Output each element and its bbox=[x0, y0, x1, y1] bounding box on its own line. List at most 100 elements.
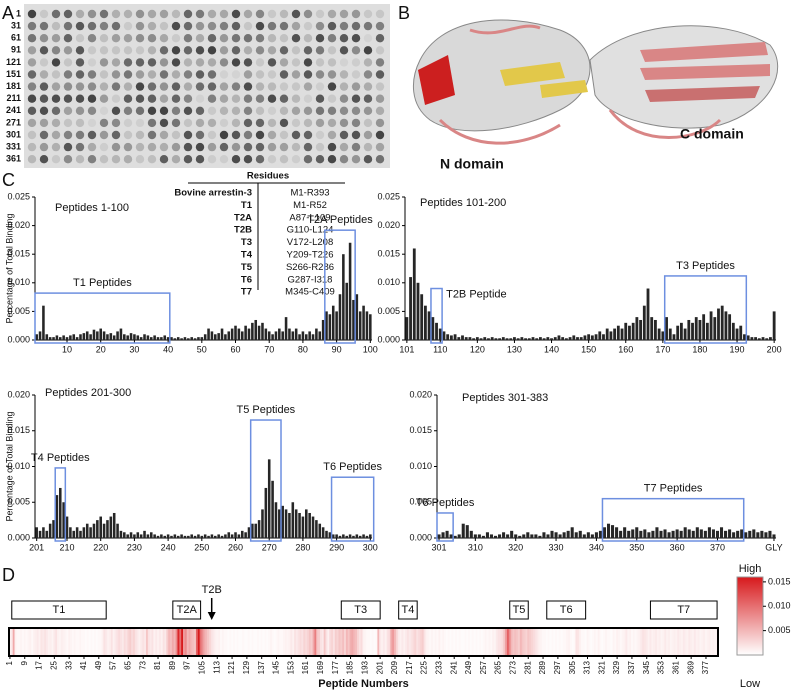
x-tick-label: 281 bbox=[523, 660, 532, 674]
bar bbox=[647, 532, 651, 538]
heat-cell bbox=[412, 628, 415, 656]
bar bbox=[109, 333, 113, 340]
chart-title: Peptides 301-383 bbox=[462, 392, 548, 404]
heat-cell bbox=[368, 628, 371, 656]
heat-cell bbox=[421, 628, 424, 656]
blot-spot bbox=[279, 46, 289, 55]
bar bbox=[423, 305, 427, 340]
heat-cell bbox=[86, 628, 89, 656]
bar bbox=[691, 322, 694, 340]
bar bbox=[136, 335, 140, 340]
heat-cell bbox=[499, 628, 502, 656]
blot-spot bbox=[147, 34, 157, 43]
bar bbox=[254, 523, 258, 538]
heat-cell bbox=[134, 628, 138, 656]
x-tick-label: 121 bbox=[227, 660, 236, 674]
bar bbox=[284, 509, 288, 538]
heat-cell bbox=[618, 628, 621, 656]
blot-spot bbox=[303, 34, 313, 43]
blot-spot bbox=[135, 106, 145, 116]
blot-spot bbox=[267, 106, 277, 116]
bar bbox=[705, 322, 709, 340]
bar bbox=[358, 311, 362, 340]
residue-table: Residues Bovine arrestin-3 M1-R393 T1 M1-R5… bbox=[174, 171, 345, 298]
y-tick-label: 0.000 bbox=[7, 532, 30, 542]
blot-spot bbox=[267, 70, 277, 79]
blot-spot bbox=[291, 46, 301, 55]
bar bbox=[274, 331, 278, 340]
bar bbox=[133, 534, 136, 538]
heat-cell bbox=[551, 628, 554, 656]
bar bbox=[445, 530, 449, 538]
heat-cell bbox=[432, 628, 436, 656]
blot bbox=[27, 9, 385, 164]
y-tick-label: 0.010 bbox=[7, 277, 30, 287]
heat-cell bbox=[153, 628, 156, 656]
region-label: T3 bbox=[354, 604, 367, 616]
blot-spot bbox=[123, 118, 133, 128]
bar bbox=[96, 331, 99, 340]
heat-cell bbox=[703, 628, 706, 656]
blot-spot bbox=[303, 58, 313, 67]
x-tick-label: 110 bbox=[433, 344, 447, 354]
bar bbox=[75, 527, 79, 538]
bar bbox=[143, 334, 146, 340]
y-tick-label: 0.005 bbox=[409, 497, 432, 507]
x-tick-label: 60 bbox=[231, 344, 241, 354]
heat-cell bbox=[375, 628, 378, 656]
blot-spot bbox=[171, 70, 181, 79]
blot-spot bbox=[231, 106, 241, 116]
bar bbox=[472, 338, 476, 340]
x-tick-label: 280 bbox=[295, 542, 310, 552]
bar bbox=[274, 502, 278, 538]
heat-cell bbox=[120, 628, 123, 656]
blot-spot bbox=[123, 58, 133, 67]
bar bbox=[345, 535, 349, 538]
heat-cell bbox=[449, 628, 452, 656]
annotation-label: T1 Peptides bbox=[73, 277, 132, 289]
bar bbox=[449, 335, 453, 340]
blot-spot bbox=[123, 46, 133, 55]
heat-cell bbox=[614, 628, 617, 656]
heat-cell bbox=[331, 628, 334, 656]
heat-cell bbox=[531, 628, 534, 656]
blot-spot bbox=[243, 82, 253, 91]
region-box bbox=[649, 600, 718, 620]
bar bbox=[342, 534, 345, 538]
bar bbox=[261, 322, 264, 340]
heat-cell bbox=[284, 628, 287, 656]
blot-spot bbox=[375, 155, 385, 164]
bar bbox=[698, 319, 702, 340]
x-tick-label: 230 bbox=[127, 542, 142, 552]
heat-cell bbox=[384, 628, 387, 656]
heat-cell bbox=[58, 628, 62, 656]
bar bbox=[52, 520, 55, 538]
blot-spot bbox=[147, 130, 157, 140]
bar bbox=[153, 534, 156, 538]
blot-spot bbox=[291, 58, 301, 67]
bar bbox=[139, 534, 143, 538]
heat-cell bbox=[369, 628, 373, 656]
heat-cell bbox=[710, 628, 713, 656]
bar bbox=[743, 334, 746, 340]
bar bbox=[772, 534, 776, 538]
bar bbox=[594, 334, 598, 340]
table-cell: T2B bbox=[234, 225, 252, 236]
heat-cell bbox=[133, 628, 136, 656]
heat-cell bbox=[547, 628, 550, 656]
heat-cell bbox=[680, 628, 684, 656]
blot-spot bbox=[159, 70, 169, 79]
heat-cell bbox=[525, 628, 528, 656]
blot-row-label: 211 bbox=[6, 93, 21, 103]
blot-spot bbox=[231, 46, 241, 55]
blot-spot bbox=[111, 130, 121, 140]
heat-cell bbox=[556, 628, 560, 656]
blot-spot bbox=[375, 9, 385, 19]
bar bbox=[639, 319, 642, 340]
bar bbox=[112, 512, 116, 538]
y-tick-label: 0.020 bbox=[7, 220, 30, 230]
blot-spot bbox=[75, 155, 85, 164]
region-label: T1 bbox=[53, 604, 66, 616]
blot-spot bbox=[351, 130, 361, 140]
bar bbox=[45, 530, 49, 538]
